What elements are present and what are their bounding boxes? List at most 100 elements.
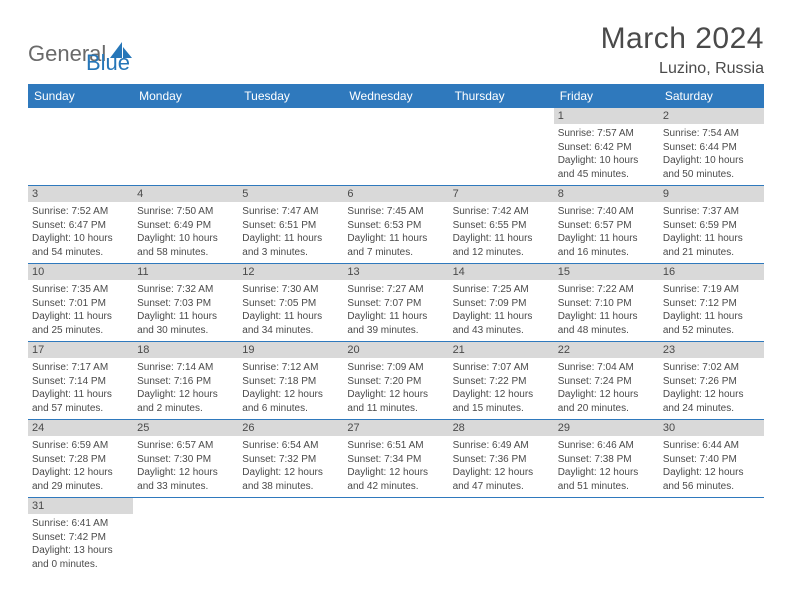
calendar-table: SundayMondayTuesdayWednesdayThursdayFrid…	[28, 84, 764, 575]
calendar-cell: 13Sunrise: 7:27 AMSunset: 7:07 PMDayligh…	[343, 264, 448, 342]
day-detail-line: Sunset: 7:01 PM	[32, 297, 129, 311]
day-details: Sunrise: 7:35 AMSunset: 7:01 PMDaylight:…	[28, 280, 133, 341]
calendar-cell	[238, 498, 343, 576]
day-detail-line: Sunset: 6:44 PM	[663, 141, 760, 155]
day-detail-line: Daylight: 12 hours	[242, 388, 339, 402]
day-detail-line: Daylight: 11 hours	[453, 232, 550, 246]
calendar-week-row: 1Sunrise: 7:57 AMSunset: 6:42 PMDaylight…	[28, 108, 764, 186]
calendar-cell: 24Sunrise: 6:59 AMSunset: 7:28 PMDayligh…	[28, 420, 133, 498]
day-detail-line: Sunrise: 7:35 AM	[32, 283, 129, 297]
calendar-cell: 17Sunrise: 7:17 AMSunset: 7:14 PMDayligh…	[28, 342, 133, 420]
day-number: 28	[449, 420, 554, 436]
day-number: 15	[554, 264, 659, 280]
day-detail-line: Sunrise: 7:54 AM	[663, 127, 760, 141]
day-detail-line: Sunrise: 6:59 AM	[32, 439, 129, 453]
day-details: Sunrise: 7:54 AMSunset: 6:44 PMDaylight:…	[659, 124, 764, 185]
day-detail-line: Sunset: 7:20 PM	[347, 375, 444, 389]
day-detail-line: Sunrise: 7:57 AM	[558, 127, 655, 141]
day-detail-line: Sunset: 7:03 PM	[137, 297, 234, 311]
day-number: 10	[28, 264, 133, 280]
day-detail-line: and 56 minutes.	[663, 480, 760, 494]
calendar-cell: 27Sunrise: 6:51 AMSunset: 7:34 PMDayligh…	[343, 420, 448, 498]
day-detail-line: Sunrise: 7:07 AM	[453, 361, 550, 375]
day-number: 23	[659, 342, 764, 358]
day-detail-line: Sunset: 7:24 PM	[558, 375, 655, 389]
day-detail-line: and 7 minutes.	[347, 246, 444, 260]
day-detail-line: Daylight: 10 hours	[137, 232, 234, 246]
title-block: March 2024 Luzino, Russia	[601, 22, 764, 78]
calendar-cell: 6Sunrise: 7:45 AMSunset: 6:53 PMDaylight…	[343, 186, 448, 264]
day-detail-line: and 47 minutes.	[453, 480, 550, 494]
calendar-cell: 1Sunrise: 7:57 AMSunset: 6:42 PMDaylight…	[554, 108, 659, 186]
day-detail-line: Daylight: 11 hours	[347, 310, 444, 324]
day-detail-line: Sunset: 7:12 PM	[663, 297, 760, 311]
calendar-cell: 25Sunrise: 6:57 AMSunset: 7:30 PMDayligh…	[133, 420, 238, 498]
calendar-cell: 19Sunrise: 7:12 AMSunset: 7:18 PMDayligh…	[238, 342, 343, 420]
day-details: Sunrise: 7:17 AMSunset: 7:14 PMDaylight:…	[28, 358, 133, 419]
day-detail-line: Sunrise: 7:04 AM	[558, 361, 655, 375]
day-detail-line: Sunset: 6:47 PM	[32, 219, 129, 233]
day-number: 22	[554, 342, 659, 358]
day-detail-line: Sunrise: 7:14 AM	[137, 361, 234, 375]
day-header: Wednesday	[343, 84, 448, 108]
day-detail-line: Sunrise: 7:45 AM	[347, 205, 444, 219]
day-header: Friday	[554, 84, 659, 108]
day-detail-line: Sunset: 6:53 PM	[347, 219, 444, 233]
day-details: Sunrise: 7:25 AMSunset: 7:09 PMDaylight:…	[449, 280, 554, 341]
day-detail-line: Daylight: 11 hours	[453, 310, 550, 324]
day-details: Sunrise: 7:45 AMSunset: 6:53 PMDaylight:…	[343, 202, 448, 263]
day-detail-line: and 34 minutes.	[242, 324, 339, 338]
day-detail-line: and 20 minutes.	[558, 402, 655, 416]
day-detail-line: Daylight: 12 hours	[453, 466, 550, 480]
day-detail-line: Sunrise: 7:30 AM	[242, 283, 339, 297]
day-detail-line: Daylight: 11 hours	[558, 310, 655, 324]
day-detail-line: Sunrise: 7:47 AM	[242, 205, 339, 219]
day-details: Sunrise: 6:51 AMSunset: 7:34 PMDaylight:…	[343, 436, 448, 497]
day-detail-line: and 45 minutes.	[558, 168, 655, 182]
day-detail-line: Sunset: 6:51 PM	[242, 219, 339, 233]
calendar-cell: 16Sunrise: 7:19 AMSunset: 7:12 PMDayligh…	[659, 264, 764, 342]
day-detail-line: Sunrise: 7:02 AM	[663, 361, 760, 375]
day-detail-line: Sunset: 7:05 PM	[242, 297, 339, 311]
day-detail-line: Sunrise: 6:49 AM	[453, 439, 550, 453]
calendar-cell: 14Sunrise: 7:25 AMSunset: 7:09 PMDayligh…	[449, 264, 554, 342]
day-detail-line: Sunrise: 7:09 AM	[347, 361, 444, 375]
calendar-cell: 22Sunrise: 7:04 AMSunset: 7:24 PMDayligh…	[554, 342, 659, 420]
calendar-week-row: 17Sunrise: 7:17 AMSunset: 7:14 PMDayligh…	[28, 342, 764, 420]
day-detail-line: Daylight: 12 hours	[453, 388, 550, 402]
day-detail-line: Daylight: 11 hours	[242, 310, 339, 324]
day-detail-line: and 16 minutes.	[558, 246, 655, 260]
calendar-cell	[343, 498, 448, 576]
day-detail-line: Daylight: 11 hours	[347, 232, 444, 246]
day-details: Sunrise: 7:52 AMSunset: 6:47 PMDaylight:…	[28, 202, 133, 263]
calendar-cell: 21Sunrise: 7:07 AMSunset: 7:22 PMDayligh…	[449, 342, 554, 420]
day-details: Sunrise: 7:12 AMSunset: 7:18 PMDaylight:…	[238, 358, 343, 419]
day-detail-line: Sunset: 7:07 PM	[347, 297, 444, 311]
calendar-cell: 11Sunrise: 7:32 AMSunset: 7:03 PMDayligh…	[133, 264, 238, 342]
day-detail-line: Sunrise: 7:22 AM	[558, 283, 655, 297]
day-detail-line: Daylight: 11 hours	[137, 310, 234, 324]
day-detail-line: and 0 minutes.	[32, 558, 129, 572]
day-details: Sunrise: 6:57 AMSunset: 7:30 PMDaylight:…	[133, 436, 238, 497]
day-detail-line: Sunset: 7:10 PM	[558, 297, 655, 311]
day-detail-line: Sunrise: 7:19 AM	[663, 283, 760, 297]
calendar-cell	[449, 108, 554, 186]
day-detail-line: Sunrise: 7:32 AM	[137, 283, 234, 297]
day-detail-line: Sunset: 7:18 PM	[242, 375, 339, 389]
day-details: Sunrise: 7:47 AMSunset: 6:51 PMDaylight:…	[238, 202, 343, 263]
day-detail-line: Sunset: 7:40 PM	[663, 453, 760, 467]
day-detail-line: Sunrise: 6:54 AM	[242, 439, 339, 453]
calendar-cell: 29Sunrise: 6:46 AMSunset: 7:38 PMDayligh…	[554, 420, 659, 498]
day-header: Sunday	[28, 84, 133, 108]
day-details: Sunrise: 6:49 AMSunset: 7:36 PMDaylight:…	[449, 436, 554, 497]
calendar-cell: 30Sunrise: 6:44 AMSunset: 7:40 PMDayligh…	[659, 420, 764, 498]
day-detail-line: Daylight: 11 hours	[242, 232, 339, 246]
day-number: 14	[449, 264, 554, 280]
day-details: Sunrise: 7:04 AMSunset: 7:24 PMDaylight:…	[554, 358, 659, 419]
day-detail-line: Daylight: 12 hours	[558, 466, 655, 480]
day-details: Sunrise: 7:09 AMSunset: 7:20 PMDaylight:…	[343, 358, 448, 419]
day-detail-line: Sunset: 6:57 PM	[558, 219, 655, 233]
day-detail-line: Daylight: 11 hours	[32, 310, 129, 324]
calendar-cell	[28, 108, 133, 186]
day-number: 5	[238, 186, 343, 202]
